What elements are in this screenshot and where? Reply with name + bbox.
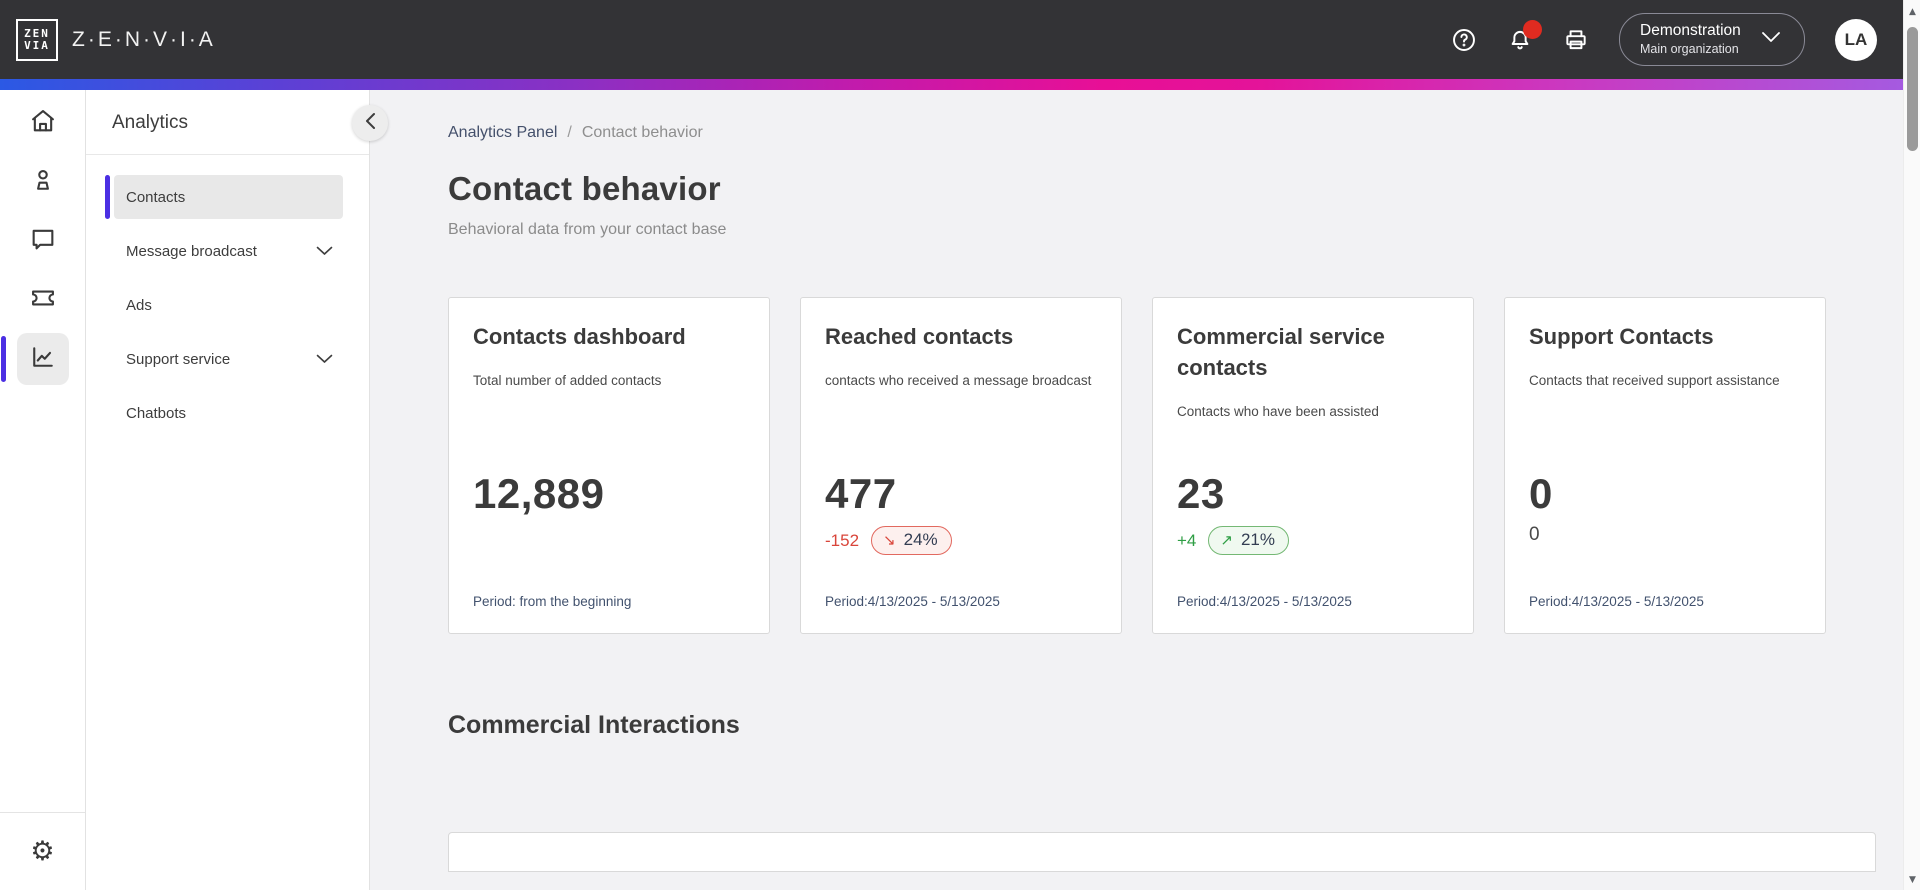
card-value: 12,889	[473, 470, 605, 517]
logo-mark-line1: ZEN	[24, 27, 50, 40]
trend-badge-negative: ↘ 24%	[871, 526, 952, 555]
rail-item-conversations[interactable]	[17, 215, 69, 267]
commercial-interactions-card	[448, 832, 1876, 872]
organization-switcher[interactable]: Demonstration Main organization	[1619, 13, 1805, 66]
card-value: 0	[1529, 470, 1553, 517]
page-scrollbar[interactable]: ▲ ▼	[1903, 0, 1920, 890]
active-indicator-bar	[0, 336, 6, 382]
rail-footer: ⚙	[0, 812, 85, 890]
trend-up-arrow-icon: ↗	[1220, 531, 1233, 549]
sidebar-item-chatbots[interactable]: Chatbots	[114, 391, 343, 435]
rail-divider	[0, 812, 85, 813]
card-value: 23	[1177, 470, 1225, 517]
card-title: Commercial service contacts	[1177, 324, 1385, 380]
sidebar-item-support-service[interactable]: Support service	[114, 337, 343, 381]
trend-badge-positive: ↗ 21%	[1208, 526, 1289, 555]
breadcrumb-current: Contact behavior	[581, 124, 703, 141]
sidebar-item-label: Chatbots	[126, 404, 187, 422]
page-subtitle: Behavioral data from your contact base	[448, 221, 727, 238]
card-period: Period:4/13/2025 - 5/13/2025	[1177, 594, 1352, 609]
chat-bubble-icon	[29, 225, 57, 258]
card-period: Period:4/13/2025 - 5/13/2025	[825, 594, 1000, 609]
card-description: Contacts that received support assistanc…	[1529, 372, 1780, 388]
card-title: Contacts dashboard	[473, 324, 686, 349]
top-bar: ZEN VIA Z·E·N·V·I·A	[0, 0, 1903, 79]
nav-rail: ⚙	[0, 90, 86, 890]
user-avatar[interactable]: LA	[1835, 18, 1877, 61]
line-chart-icon	[29, 343, 57, 376]
brand-gradient-strip	[0, 79, 1903, 90]
card-period: Period: from the beginning	[473, 594, 632, 609]
logo-mark-line2: VIA	[24, 39, 50, 52]
zenvia-wordmark: Z·E·N·V·I·A	[72, 27, 216, 51]
delta-value: -152	[825, 530, 860, 550]
scrollbar-down-arrow[interactable]: ▼	[1909, 875, 1916, 885]
card-delta-row: +4 ↗ 21%	[1177, 526, 1289, 555]
section-heading-commercial-interactions: Commercial Interactions	[448, 711, 740, 739]
sidebar-title: Analytics	[112, 112, 189, 133]
card-period: Period:4/13/2025 - 5/13/2025	[1529, 594, 1704, 609]
rail-item-contacts[interactable]	[17, 156, 69, 208]
card-title: Reached contacts	[825, 324, 1014, 349]
gear-icon: ⚙	[30, 836, 55, 867]
delta-value: +4	[1177, 530, 1197, 550]
settings-button[interactable]: ⚙	[0, 813, 85, 890]
topbar-actions: Demonstration Main organization LA	[1451, 13, 1877, 66]
card-delta-row: -152 ↘ 24%	[825, 526, 952, 555]
kpi-cards-row: Contacts dashboard Total number of added…	[448, 297, 1877, 634]
card-description: Contacts who have been assisted	[1177, 403, 1379, 419]
notifications-bell-icon[interactable]	[1507, 19, 1542, 53]
breadcrumb-analytics-panel[interactable]: Analytics Panel	[448, 124, 558, 141]
active-indicator-bar	[105, 175, 110, 219]
sidebar-item-contacts[interactable]: Contacts	[105, 175, 343, 219]
sidebar-item-label: Support service	[126, 350, 231, 368]
card-description: contacts who received a message broadcas…	[825, 372, 1092, 388]
scrollbar-thumb[interactable]	[1907, 27, 1918, 151]
card-description: Total number of added contacts	[473, 372, 662, 388]
printer-icon[interactable]	[1563, 27, 1589, 53]
sidebar-menu: Contacts Message broadcast Ads Support s…	[86, 155, 369, 435]
card-value: 477	[825, 470, 897, 517]
analytics-sidebar: Analytics Contacts Message broadcast Ads…	[86, 90, 370, 890]
person-icon	[29, 166, 57, 199]
sidebar-item-message-broadcast[interactable]: Message broadcast	[114, 229, 343, 273]
card-secondary-value: 0	[1529, 524, 1540, 545]
delta-percent: 24%	[903, 530, 938, 549]
breadcrumb: Analytics Panel / Contact behavior	[448, 124, 1877, 142]
card-support-contacts: Support Contacts Contacts that received …	[1504, 297, 1826, 634]
home-icon	[29, 107, 57, 140]
card-reached-contacts: Reached contacts contacts who received a…	[800, 297, 1122, 634]
organization-subtitle: Main organization	[1640, 41, 1739, 56]
rail-item-analytics[interactable]	[0, 333, 69, 385]
sidebar-item-ads[interactable]: Ads	[114, 283, 343, 327]
page-body: ⚙ Analytics Contacts Message broadcast A…	[0, 90, 1903, 890]
zenvia-logo: ZEN VIA Z·E·N·V·I·A	[16, 18, 216, 61]
sidebar-item-label: Ads	[126, 296, 152, 314]
sidebar-item-label: Contacts	[126, 188, 186, 206]
zenvia-logo-icon: ZEN VIA	[16, 18, 58, 61]
card-contacts-dashboard: Contacts dashboard Total number of added…	[448, 297, 770, 634]
sidebar-item-label: Message broadcast	[126, 242, 257, 260]
sidebar-collapse-button[interactable]	[352, 105, 388, 141]
rail-item-tickets[interactable]	[17, 274, 69, 326]
chevron-down-icon	[1761, 30, 1781, 48]
ticket-icon	[29, 284, 57, 317]
chevron-left-icon	[365, 112, 376, 135]
chevron-down-icon	[316, 354, 333, 364]
chevron-down-icon	[316, 246, 333, 256]
help-icon[interactable]	[1451, 27, 1477, 53]
card-title: Support Contacts	[1529, 324, 1714, 349]
rail-item-home[interactable]	[17, 97, 69, 149]
page-title: Contact behavior	[448, 170, 721, 207]
delta-percent: 21%	[1240, 530, 1275, 549]
scrollbar-up-arrow[interactable]: ▲	[1909, 7, 1916, 17]
organization-info: Demonstration Main organization	[1640, 21, 1741, 57]
notification-badge-dot	[1523, 19, 1542, 39]
trend-down-arrow-icon: ↘	[883, 531, 896, 549]
sidebar-divider	[86, 154, 369, 155]
organization-name: Demonstration	[1640, 22, 1741, 40]
card-commercial-service-contacts: Commercial service contacts Contacts who…	[1152, 297, 1474, 634]
main-content: Analytics Panel / Contact behavior Conta…	[370, 90, 1903, 890]
breadcrumb-separator: /	[567, 124, 572, 141]
